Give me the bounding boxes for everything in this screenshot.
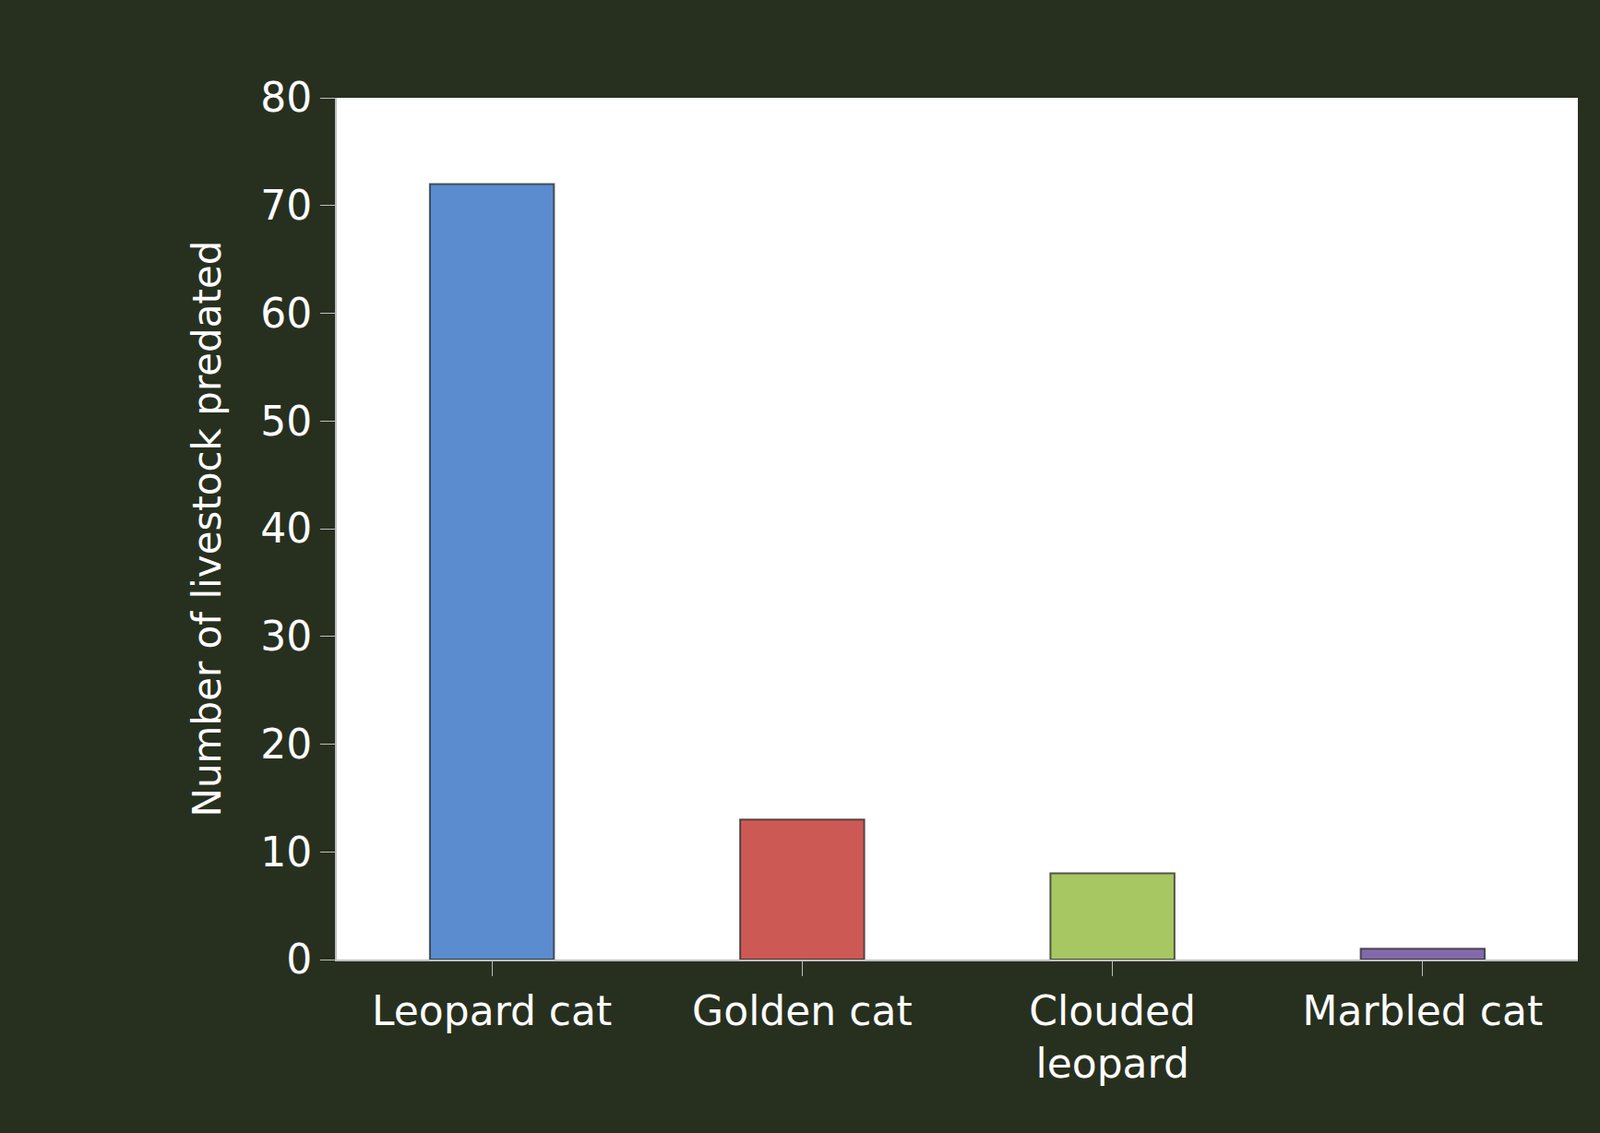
svg-text:Leopard cat: Leopard cat bbox=[371, 987, 612, 1035]
svg-text:30: 30 bbox=[260, 612, 312, 660]
svg-text:Golden cat: Golden cat bbox=[692, 987, 913, 1035]
svg-text:50: 50 bbox=[260, 397, 312, 445]
svg-text:70: 70 bbox=[260, 181, 312, 229]
svg-text:Cloudedleopard: Cloudedleopard bbox=[1028, 987, 1196, 1087]
svg-text:80: 80 bbox=[260, 73, 312, 121]
svg-text:40: 40 bbox=[260, 504, 312, 552]
svg-text:60: 60 bbox=[260, 289, 312, 337]
svg-text:0: 0 bbox=[286, 935, 312, 983]
svg-text:Marbled cat: Marbled cat bbox=[1302, 987, 1544, 1035]
svg-text:Number of livestock predated: Number of livestock predated bbox=[184, 240, 230, 818]
svg-text:20: 20 bbox=[260, 720, 312, 768]
svg-text:10: 10 bbox=[260, 828, 312, 876]
